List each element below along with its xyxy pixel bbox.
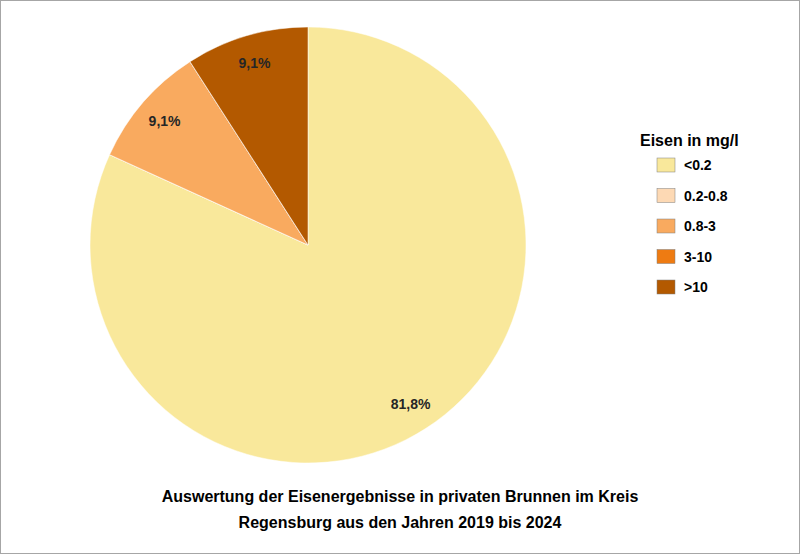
pie bbox=[90, 27, 526, 463]
legend-label: 0.2-0.8 bbox=[684, 188, 728, 204]
data-label: 9,1% bbox=[239, 55, 271, 71]
legend-label: >10 bbox=[684, 279, 708, 295]
legend: Eisen in mg/l <0.2 0.2-0.8 0.8-3 3-10 >10 bbox=[640, 132, 739, 295]
legend-label: 3-10 bbox=[684, 249, 712, 265]
legend-swatch bbox=[657, 158, 675, 172]
legend-label: <0.2 bbox=[684, 157, 712, 173]
chart-title: Regensburg aus den Jahren 2019 bis 2024 bbox=[239, 514, 562, 531]
frame bbox=[1, 1, 800, 554]
data-label: 9,1% bbox=[149, 113, 181, 129]
data-labels: 81,8% 9,1% 9,1% bbox=[149, 55, 431, 412]
legend-swatch bbox=[657, 250, 675, 264]
legend-label: 0.8-3 bbox=[684, 218, 716, 234]
chart-title: Auswertung der Eisenergebnisse in privat… bbox=[162, 488, 639, 505]
data-label: 81,8% bbox=[391, 396, 431, 412]
legend-swatch bbox=[657, 189, 675, 203]
pie-slice bbox=[190, 27, 308, 245]
pie-slice bbox=[90, 27, 526, 463]
legend-title: Eisen in mg/l bbox=[640, 132, 739, 149]
legend-swatch bbox=[657, 280, 675, 294]
legend-swatch bbox=[657, 219, 675, 233]
chart: 81,8% 9,1% 9,1% Eisen in mg/l <0.2 0.2-0.8 0.8… bbox=[0, 0, 800, 554]
